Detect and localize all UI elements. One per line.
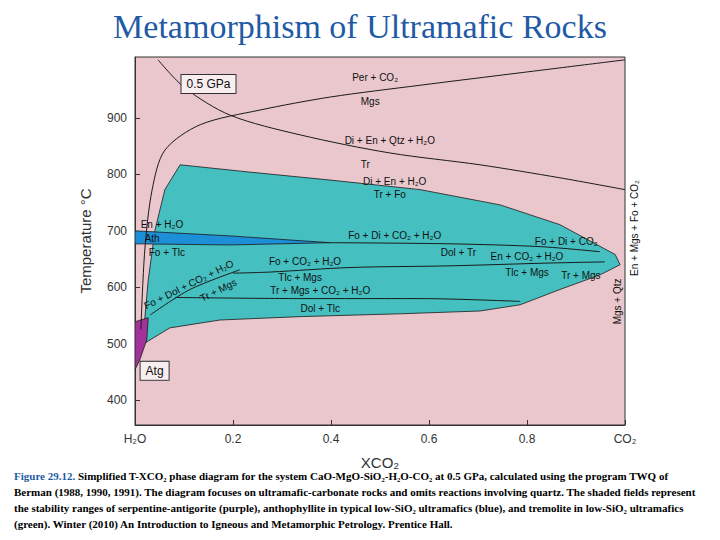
svg-text:Tr + Mgs: Tr + Mgs <box>561 270 600 281</box>
svg-text:Fo + CO₂ + H₂O: Fo + CO₂ + H₂O <box>269 256 341 267</box>
svg-text:Metamorphism of Ultramafic Roc: Metamorphism of Ultramafic Rocks <box>113 8 607 45</box>
svg-text:Fo + Di + CO₂ + H₂O: Fo + Di + CO₂ + H₂O <box>348 230 441 241</box>
svg-text:Tlc + Mgs: Tlc + Mgs <box>505 267 549 278</box>
svg-text:0.4: 0.4 <box>323 432 340 446</box>
svg-text:Tlc + Mgs: Tlc + Mgs <box>278 272 322 283</box>
svg-text:Atg: Atg <box>146 364 164 378</box>
svg-text:Dol + Tlc: Dol + Tlc <box>300 303 340 314</box>
svg-text:Tr + Fo: Tr + Fo <box>374 189 407 200</box>
svg-text:Tr + Mgs: Tr + Mgs <box>198 276 238 303</box>
svg-text:0.8: 0.8 <box>519 432 536 446</box>
svg-text:0.5 GPa: 0.5 GPa <box>186 77 230 91</box>
svg-text:Per + CO₂: Per + CO₂ <box>352 72 398 83</box>
svg-text:0.6: 0.6 <box>421 432 438 446</box>
svg-text:800: 800 <box>107 167 127 181</box>
svg-text:Fo + Tlc: Fo + Tlc <box>149 247 185 258</box>
html-text:Figure 29.12. Simplified T-XCO: Figure 29.12. Simplified T-XCO₂ phase di… <box>14 470 696 530</box>
svg-text:XCO₂: XCO₂ <box>361 454 400 471</box>
svg-text:700: 700 <box>107 224 127 238</box>
svg-text:Di + En + H₂O: Di + En + H₂O <box>363 176 427 187</box>
svg-text:Di + En + Qtz + H₂O: Di + En + Qtz + H₂O <box>345 135 436 146</box>
svg-text:600: 600 <box>107 280 127 294</box>
svg-text:900: 900 <box>107 111 127 125</box>
svg-text:Fo + Dol + CO₂ + H₂O: Fo + Dol + CO₂ + H₂O <box>142 257 236 312</box>
svg-text:0.2: 0.2 <box>225 432 242 446</box>
svg-text:500: 500 <box>107 337 127 351</box>
svg-text:Dol + Tr: Dol + Tr <box>441 247 477 258</box>
svg-text:Tr: Tr <box>361 159 371 170</box>
svg-text:Mgs + Qtz: Mgs + Qtz <box>612 278 623 324</box>
svg-text:Ath: Ath <box>145 233 160 244</box>
svg-text:Fo + Di + CO₂: Fo + Di + CO₂ <box>535 236 598 247</box>
svg-text:Tr + Mgs + CO₂ + H₂O: Tr + Mgs + CO₂ + H₂O <box>270 285 370 296</box>
svg-text:400: 400 <box>107 393 127 407</box>
svg-text:H₂O: H₂O <box>124 432 147 446</box>
svg-text:En + H₂O: En + H₂O <box>141 219 184 230</box>
svg-text:En + Mgs + Fo + CO₂: En + Mgs + Fo + CO₂ <box>629 180 640 276</box>
svg-text:Mgs: Mgs <box>361 96 380 107</box>
svg-text:CO₂: CO₂ <box>614 432 637 446</box>
svg-text:En + CO₂ + H₂O: En + CO₂ + H₂O <box>491 251 564 262</box>
svg-text:Temperature °C: Temperature °C <box>77 188 94 293</box>
